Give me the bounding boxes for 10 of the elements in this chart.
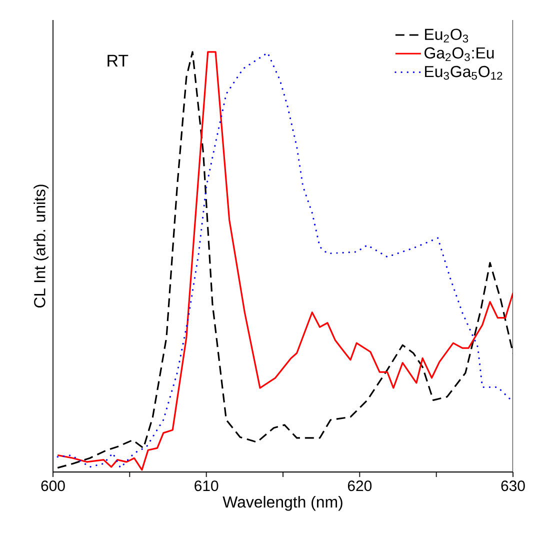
legend-label: Ga$_{2}$O$_{3}$:Eu xyxy=(424,47,494,62)
x-tick-label: 600 xyxy=(41,480,65,492)
legend-label: Eu$_{3}$Ga$_{5}$O$_{12}$ xyxy=(425,66,502,80)
x-tick-label: 610 xyxy=(194,480,218,492)
annotation: RT xyxy=(108,54,128,66)
x-axis-title: Wavelength (nm) xyxy=(222,496,342,511)
y-axis-title: CL Int (arb. units) xyxy=(34,184,48,308)
x-tick-label: 620 xyxy=(348,480,372,492)
x-tick-label: 630 xyxy=(501,480,525,492)
legend-label: Eu$_{2}$O$_{3}$ xyxy=(425,28,468,43)
